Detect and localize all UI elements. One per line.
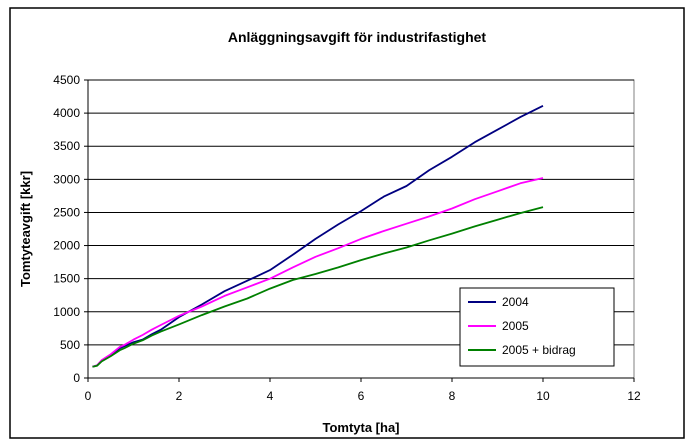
chart-title: Anläggningsavgift för industrifastighet: [228, 29, 487, 45]
y-tick-label: 3000: [53, 172, 80, 186]
y-tick-label: 2500: [53, 205, 80, 219]
y-tick-label: 0: [73, 371, 80, 385]
y-tick-label: 3500: [53, 139, 80, 153]
gridlines: [88, 79, 634, 346]
x-axis-label: Tomtyta [ha]: [322, 420, 399, 435]
y-axis-label: Tomtyteavgift [kkr]: [18, 171, 33, 287]
y-tick-label: 500: [60, 338, 80, 352]
x-tick-label: 8: [449, 389, 456, 403]
axis-ticks: 0 500 1000 1500 2000 2500 3000 3500 4000 4500 0 2 4 6…: [53, 73, 641, 403]
legend-label-0: 2004: [502, 295, 529, 309]
x-tick-label: 2: [176, 389, 183, 403]
y-tick-label: 2000: [53, 239, 80, 253]
series-line-1: [92, 177, 544, 368]
x-tick-label: 12: [627, 389, 641, 403]
x-tick-label: 6: [358, 389, 365, 403]
y-tick-label: 1000: [53, 305, 80, 319]
series-lines: [92, 104, 544, 368]
x-tick-label: 10: [536, 389, 550, 403]
series-line-2: [92, 206, 544, 368]
legend-label-2: 2005 + bidrag: [502, 343, 576, 357]
y-tick-label: 4500: [53, 73, 80, 87]
y-tick-label: 4000: [53, 106, 80, 120]
x-tick-label: 0: [85, 389, 92, 403]
legend: 2004 2005 2005 + bidrag: [459, 287, 615, 367]
series-line-0: [92, 104, 544, 368]
y-tick-label: 1500: [53, 272, 80, 286]
x-tick-label: 4: [267, 389, 274, 403]
legend-label-1: 2005: [502, 319, 529, 333]
